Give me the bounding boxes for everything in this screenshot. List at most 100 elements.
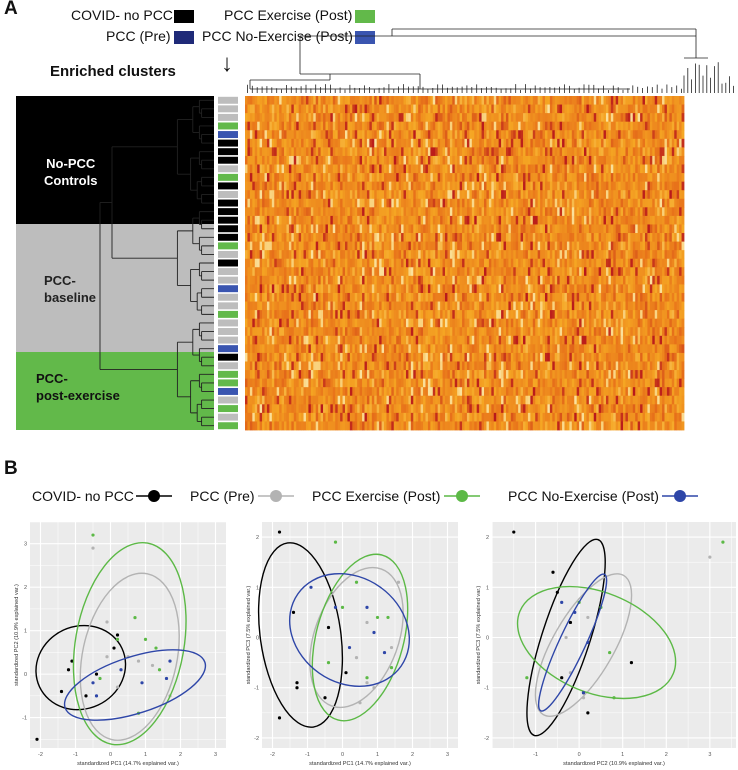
heatmap-cell [469, 318, 473, 328]
heatmap-cell [340, 113, 343, 123]
heatmap-cell [615, 130, 619, 140]
heatmap-cell [369, 121, 373, 131]
heatmap-cell [674, 267, 678, 277]
heatmap-cell [310, 258, 314, 268]
heatmap-cell [447, 275, 451, 285]
heatmap-cell [520, 138, 524, 148]
heatmap-cell [554, 318, 558, 328]
heatmap-cell [574, 318, 578, 328]
heatmap-cell [454, 310, 458, 320]
heatmap-cell [642, 198, 646, 208]
heatmap-cell [591, 96, 595, 105]
heatmap-cell [374, 327, 378, 337]
heatmap-cell [615, 250, 619, 260]
heatmap-cell [323, 215, 326, 225]
heatmap-cell [459, 301, 463, 311]
heatmap-cell [262, 215, 265, 225]
heatmap-cell [535, 207, 539, 217]
heatmap-cell [371, 301, 375, 311]
heatmap-cell [413, 233, 417, 242]
heatmap-cell [454, 292, 458, 302]
heatmap-cell [642, 155, 646, 165]
heatmap-cell [418, 121, 421, 131]
heatmap-cell [584, 275, 587, 285]
heatmap-cell [403, 130, 407, 140]
heatmap-cell [305, 284, 309, 294]
heatmap-cell [296, 96, 300, 105]
heatmap-cell [474, 130, 478, 140]
heatmap-cell [262, 275, 265, 285]
heatmap-cell [266, 173, 270, 183]
heatmap-cell [449, 147, 453, 157]
heatmap-cell [449, 301, 453, 311]
heatmap-cell [479, 147, 482, 157]
heatmap-cell [547, 147, 551, 157]
heatmap-cell [593, 96, 597, 105]
heatmap-cell [484, 113, 487, 123]
heatmap-cell [569, 275, 573, 285]
heatmap-cell [349, 301, 353, 311]
heatmap-cell [415, 310, 419, 320]
heatmap-cell [493, 215, 497, 225]
heatmap-cell [354, 147, 358, 157]
heatmap-cell [401, 258, 404, 268]
heatmap-cell [527, 318, 531, 328]
heatmap-cell [535, 310, 539, 320]
heatmap-cell [532, 121, 536, 131]
heatmap-cell [327, 292, 331, 302]
heatmap-cell [474, 113, 478, 123]
heatmap-cell [579, 301, 582, 311]
heatmap-cell [615, 258, 619, 268]
heatmap-cell [554, 155, 558, 165]
heatmap-cell [498, 198, 502, 208]
heatmap-cell [430, 173, 434, 183]
heatmap-cell [425, 258, 429, 268]
heatmap-cell [262, 121, 265, 131]
heatmap-cell [396, 301, 400, 311]
heatmap-cell [249, 258, 253, 268]
heatmap-cell [420, 258, 424, 268]
heatmap-cell [440, 250, 443, 260]
heatmap-cell [620, 190, 624, 200]
heatmap-cell [369, 173, 373, 183]
heatmap-cell [554, 173, 558, 183]
heatmap-cell [274, 233, 278, 242]
heatmap-cell [608, 138, 612, 148]
heatmap-cell [605, 113, 609, 123]
heatmap-cell [557, 310, 561, 320]
heatmap-cell [549, 310, 553, 320]
heatmap-cell [359, 96, 363, 105]
heatmap-cell [596, 292, 600, 302]
heatmap-cell [284, 155, 287, 165]
heatmap-cell [374, 198, 378, 208]
heatmap-cell [464, 147, 468, 157]
heatmap-cell [347, 318, 351, 328]
heatmap-cell [354, 207, 358, 217]
enriched-clusters-title: Enriched clusters [50, 63, 176, 80]
heatmap-cell [352, 215, 356, 225]
heatmap-cell [303, 181, 307, 191]
heatmap-cell [303, 155, 307, 165]
group-label-no-pcc-line1: No-PCC [46, 156, 96, 171]
heatmap-cell [657, 190, 661, 200]
heatmap-cell [513, 275, 517, 285]
heatmap-cell [518, 233, 521, 242]
heatmap-cell [559, 155, 563, 165]
heatmap-cell [420, 267, 424, 277]
heatmap-cell [249, 250, 253, 260]
heatmap-cell [269, 121, 273, 131]
heatmap-cell [652, 233, 656, 242]
heatmap-cell [657, 173, 661, 183]
heatmap-cell [264, 113, 268, 123]
heatmap-cell [315, 207, 319, 217]
heatmap-cell [327, 147, 331, 157]
heatmap-cell [262, 113, 265, 123]
heatmap-cell [635, 96, 639, 105]
heatmap-cell [320, 104, 324, 114]
heatmap-cell [462, 190, 465, 200]
heatmap-cell [513, 327, 517, 337]
heatmap-cell [559, 190, 563, 200]
heatmap-cell [515, 224, 519, 234]
heatmap-cell [518, 147, 521, 157]
heatmap-cell [444, 241, 448, 251]
